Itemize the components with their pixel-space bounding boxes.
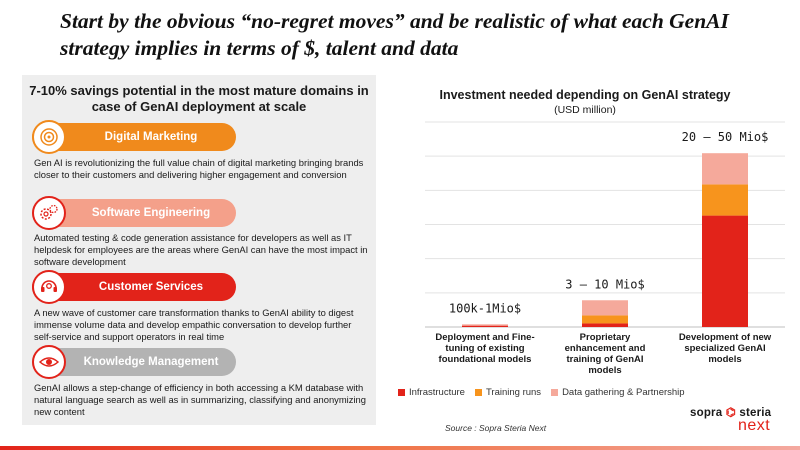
eye-icon	[32, 345, 66, 379]
bar-segment-training-runs-3	[702, 184, 748, 216]
panel-title: 7-10% savings potential in the most matu…	[29, 83, 369, 114]
description-knowledge-management: GenAI allows a step-change of efficiency…	[34, 382, 366, 417]
headset-icon	[32, 270, 66, 304]
legend-label: Data gathering & Partnership	[562, 387, 685, 398]
legend-swatch	[474, 389, 482, 396]
category-label-3: Development of new specialized GenAI model…	[679, 332, 772, 365]
logo-brand: sopra	[690, 407, 723, 419]
target-icon	[32, 120, 66, 154]
bar-segment-training-runs-2	[582, 315, 628, 324]
category-label-1: Deployment and Fine-tuning of existing fo…	[435, 332, 534, 365]
bar-segment-data-gathering-partnership-2	[582, 300, 628, 316]
legend-item-training-runs: Training runs	[474, 387, 542, 398]
bar-segment-infrastructure-1	[462, 325, 508, 327]
legend-item-infrastructure: Infrastructure	[398, 387, 465, 398]
bar-segment-infrastructure-3	[702, 215, 748, 327]
legend-swatch	[398, 389, 405, 396]
bottom-accent-stripe	[0, 446, 800, 450]
description-customer-services: A new wave of customer care transformati…	[34, 307, 354, 342]
bar-segment-data-gathering-partnership-3	[702, 153, 748, 185]
data-label-3: 20 – 50 Mio$	[682, 130, 769, 144]
legend-label: Training runs	[485, 387, 542, 398]
bar-segment-data-gathering-partnership-1	[462, 324, 508, 326]
pill-customer-services: Customer Services	[32, 270, 236, 304]
pill-label: Knowledge Management	[83, 356, 219, 368]
description-digital-marketing: Gen AI is revolutionizing the full value…	[34, 157, 364, 180]
pill-knowledge-management: Knowledge Management	[32, 345, 236, 379]
logo-next: next	[738, 417, 771, 434]
chart-subtitle: (USD million)	[554, 104, 616, 116]
chart-title: Investment needed depending on GenAI str…	[439, 88, 731, 102]
chart-legend: Infrastructure Training runs Data gather…	[398, 387, 685, 398]
category-label-2: Proprietary enhancement and training of Ge…	[565, 332, 646, 376]
legend-swatch	[551, 389, 559, 396]
pill-software-engineering: Software Engineering	[32, 196, 236, 230]
sopra-steria-logo: sopra ⌬ steria	[690, 405, 771, 419]
domains-panel: 7-10% savings potential in the most matu…	[22, 75, 376, 425]
gears-icon	[32, 196, 66, 230]
legend-label: Infrastructure	[409, 387, 465, 398]
data-label-1: 100k-1Mio$	[449, 301, 521, 315]
pill-digital-marketing: Digital Marketing	[32, 120, 236, 154]
description-software-engineering: Automated testing & code generation assi…	[34, 232, 368, 267]
bar-segment-infrastructure-2	[582, 323, 628, 327]
pill-label: Software Engineering	[91, 207, 211, 219]
source-note: Source : Sopra Steria Next	[445, 423, 547, 433]
slide-headline: Start by the obvious “no-regret moves” a…	[60, 9, 729, 60]
logo-brand2: steria	[739, 407, 772, 419]
pill-label: Customer Services	[98, 281, 204, 293]
pill-label: Digital Marketing	[104, 131, 198, 143]
data-label-2: 3 – 10 Mio$	[565, 277, 644, 291]
legend-item-data-gathering: Data gathering & Partnership	[551, 387, 685, 398]
logo-star-icon: ⌬	[725, 407, 736, 419]
